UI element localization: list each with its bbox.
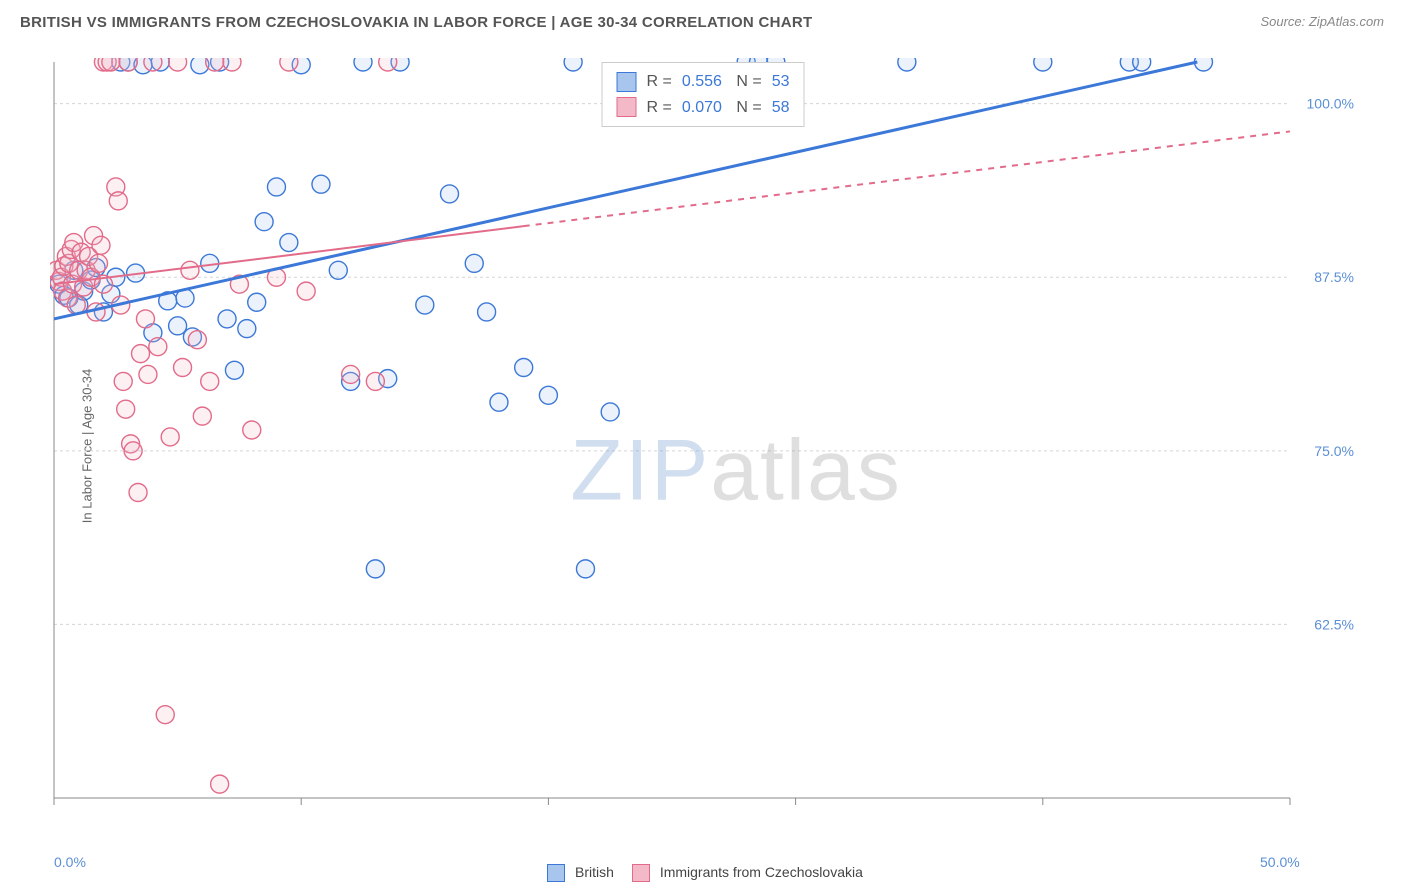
legend-label: British (575, 864, 614, 880)
legend-item-british: British (547, 864, 614, 882)
legend-label: Immigrants from Czechoslovakia (660, 864, 863, 880)
stat-r-czech: 0.070 (682, 95, 722, 121)
svg-text:75.0%: 75.0% (1314, 443, 1354, 459)
legend-swatch-czech (617, 97, 637, 117)
legend-swatch-icon (632, 864, 650, 882)
x-axis-tick-min: 0.0% (54, 854, 86, 870)
stats-row-czech: R = 0.070 N = 58 (617, 95, 790, 121)
stat-label: R = (647, 95, 672, 121)
scatter-chart-svg: 62.5% 75.0% 87.5% 100.0% (50, 58, 1360, 818)
svg-text:62.5%: 62.5% (1314, 616, 1354, 632)
svg-text:100.0%: 100.0% (1307, 96, 1354, 112)
legend-swatch-british (617, 72, 637, 92)
stat-label: N = (732, 95, 762, 121)
stat-label: R = (647, 69, 672, 95)
stat-label: N = (732, 69, 762, 95)
legend-item-czech: Immigrants from Czechoslovakia (632, 864, 863, 882)
stats-legend: R = 0.556 N = 53 R = 0.070 N = 58 (602, 62, 805, 127)
legend-swatch-icon (547, 864, 565, 882)
stat-n-british: 53 (772, 69, 790, 95)
x-axis-tick-max: 50.0% (1260, 854, 1300, 870)
stats-row-british: R = 0.556 N = 53 (617, 69, 790, 95)
source-label: Source: ZipAtlas.com (1260, 14, 1384, 29)
chart-plot-area: 62.5% 75.0% 87.5% 100.0% (50, 58, 1360, 818)
x-axis-series-legend: British Immigrants from Czechoslovakia (50, 864, 1360, 882)
chart-title: BRITISH VS IMMIGRANTS FROM CZECHOSLOVAKI… (20, 14, 813, 31)
svg-text:87.5%: 87.5% (1314, 269, 1354, 285)
stat-n-czech: 58 (772, 95, 790, 121)
stat-r-british: 0.556 (682, 69, 722, 95)
